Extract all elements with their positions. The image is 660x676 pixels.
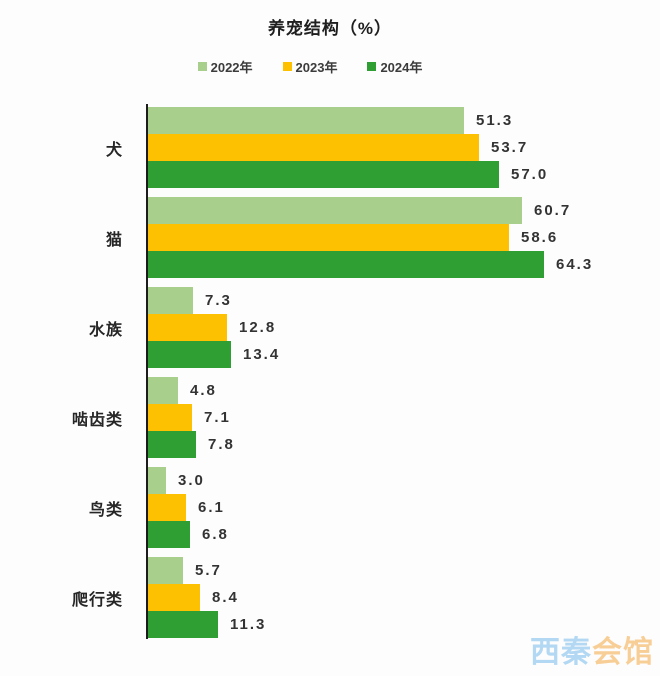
bar-row: 60.7 — [148, 197, 593, 224]
bar-row: 3.0 — [148, 467, 229, 494]
value-label: 13.4 — [243, 346, 281, 363]
value-label: 7.1 — [204, 409, 231, 426]
bar-group: 鸟类 3.0 6.1 6.8 — [0, 467, 593, 548]
bar-2022年 — [148, 197, 522, 224]
bars-column: 51.3 53.7 57.0 — [148, 107, 548, 188]
legend-swatch-2023 — [282, 62, 292, 71]
watermark: 西秦会馆 — [530, 627, 654, 671]
value-label: 7.3 — [205, 292, 232, 309]
bar-row: 7.8 — [148, 431, 235, 458]
bar-row: 5.7 — [148, 557, 266, 584]
value-label: 60.7 — [534, 202, 572, 219]
bars-column: 7.3 12.8 13.4 — [148, 287, 280, 368]
legend-label-2024: 2024年 — [380, 60, 423, 75]
bar-2024年 — [148, 611, 218, 638]
bar-row: 12.8 — [148, 314, 280, 341]
bar-2022年 — [148, 107, 464, 134]
bar-group: 犬 51.3 53.7 57.0 — [0, 107, 593, 188]
bar-2024年 — [148, 251, 544, 278]
legend-label-2022: 2022年 — [210, 60, 253, 75]
category-label: 猫 — [105, 231, 123, 249]
bar-row: 53.7 — [148, 134, 548, 161]
category-label: 犬 — [105, 141, 123, 159]
bar-group: 猫 60.7 58.6 64.3 — [0, 197, 593, 278]
value-label: 6.8 — [202, 526, 229, 543]
bar-2023年 — [148, 134, 479, 161]
value-label: 12.8 — [239, 319, 277, 336]
bar-row: 58.6 — [148, 224, 593, 251]
value-label: 11.3 — [230, 616, 267, 633]
bar-2023年 — [148, 224, 509, 251]
bar-row: 6.8 — [148, 521, 229, 548]
bar-2024年 — [148, 161, 499, 188]
category-label: 爬行类 — [71, 591, 123, 609]
bar-2022年 — [148, 377, 178, 404]
legend-swatch-2022 — [197, 62, 207, 71]
bar-2024年 — [148, 431, 196, 458]
bar-row: 57.0 — [148, 161, 548, 188]
bar-row: 7.3 — [148, 287, 280, 314]
bar-2024年 — [148, 341, 231, 368]
bar-2023年 — [148, 314, 227, 341]
value-label: 4.8 — [190, 382, 217, 399]
watermark-text-1: 西秦 — [530, 636, 592, 669]
value-label: 51.3 — [476, 112, 514, 129]
bars-column: 60.7 58.6 64.3 — [148, 197, 593, 278]
bar-row: 51.3 — [148, 107, 548, 134]
category-label: 水族 — [88, 321, 123, 339]
bar-row: 7.1 — [148, 404, 235, 431]
watermark-text-2: 会馆 — [592, 636, 654, 669]
value-label: 7.8 — [208, 436, 235, 453]
bar-group: 啮齿类 4.8 7.1 7.8 — [0, 377, 593, 458]
bar-2022年 — [148, 287, 193, 314]
bar-2022年 — [148, 467, 166, 494]
category-label: 鸟类 — [88, 501, 123, 519]
value-label: 64.3 — [556, 256, 594, 273]
value-label: 3.0 — [178, 472, 205, 489]
bar-row: 11.3 — [148, 611, 266, 638]
bar-2023年 — [148, 404, 192, 431]
value-label: 58.6 — [521, 229, 559, 246]
bar-2022年 — [148, 557, 183, 584]
bar-row: 4.8 — [148, 377, 235, 404]
value-label: 6.1 — [198, 499, 225, 516]
value-label: 53.7 — [491, 139, 529, 156]
legend-item-2024: 2024年 — [367, 57, 422, 76]
value-label: 5.7 — [195, 562, 222, 579]
bar-row: 6.1 — [148, 494, 229, 521]
legend-item-2023: 2023年 — [282, 57, 338, 76]
bar-groups: 犬 51.3 53.7 57.0 猫 60.7 58.6 64.3 水族 7.3 12.8 13.4 啮… — [0, 107, 593, 638]
y-axis-line — [146, 104, 148, 639]
bar-group: 水族 7.3 12.8 13.4 — [0, 287, 593, 368]
value-label: 57.0 — [511, 166, 549, 183]
category-label: 啮齿类 — [71, 411, 123, 429]
legend: 2022年 2023年 2024年 — [0, 57, 620, 76]
bars-column: 3.0 6.1 6.8 — [148, 467, 229, 548]
value-label: 8.4 — [212, 589, 239, 606]
bar-group: 爬行类 5.7 8.4 11.3 — [0, 557, 593, 638]
bars-column: 4.8 7.1 7.8 — [148, 377, 235, 458]
bar-2023年 — [148, 494, 186, 521]
legend-item-2022: 2022年 — [197, 57, 253, 76]
legend-label-2023: 2023年 — [295, 60, 338, 75]
legend-swatch-2024 — [367, 62, 377, 71]
bar-row: 64.3 — [148, 251, 593, 278]
bars-column: 5.7 8.4 11.3 — [148, 557, 266, 638]
plot-area: 犬 51.3 53.7 57.0 猫 60.7 58.6 64.3 水族 7.3 12.8 13.4 啮… — [0, 104, 593, 647]
chart-title: 养宠结构（%） — [267, 19, 393, 38]
bar-2023年 — [148, 584, 200, 611]
bar-row: 8.4 — [148, 584, 266, 611]
bar-row: 13.4 — [148, 341, 280, 368]
bar-2024年 — [148, 521, 190, 548]
